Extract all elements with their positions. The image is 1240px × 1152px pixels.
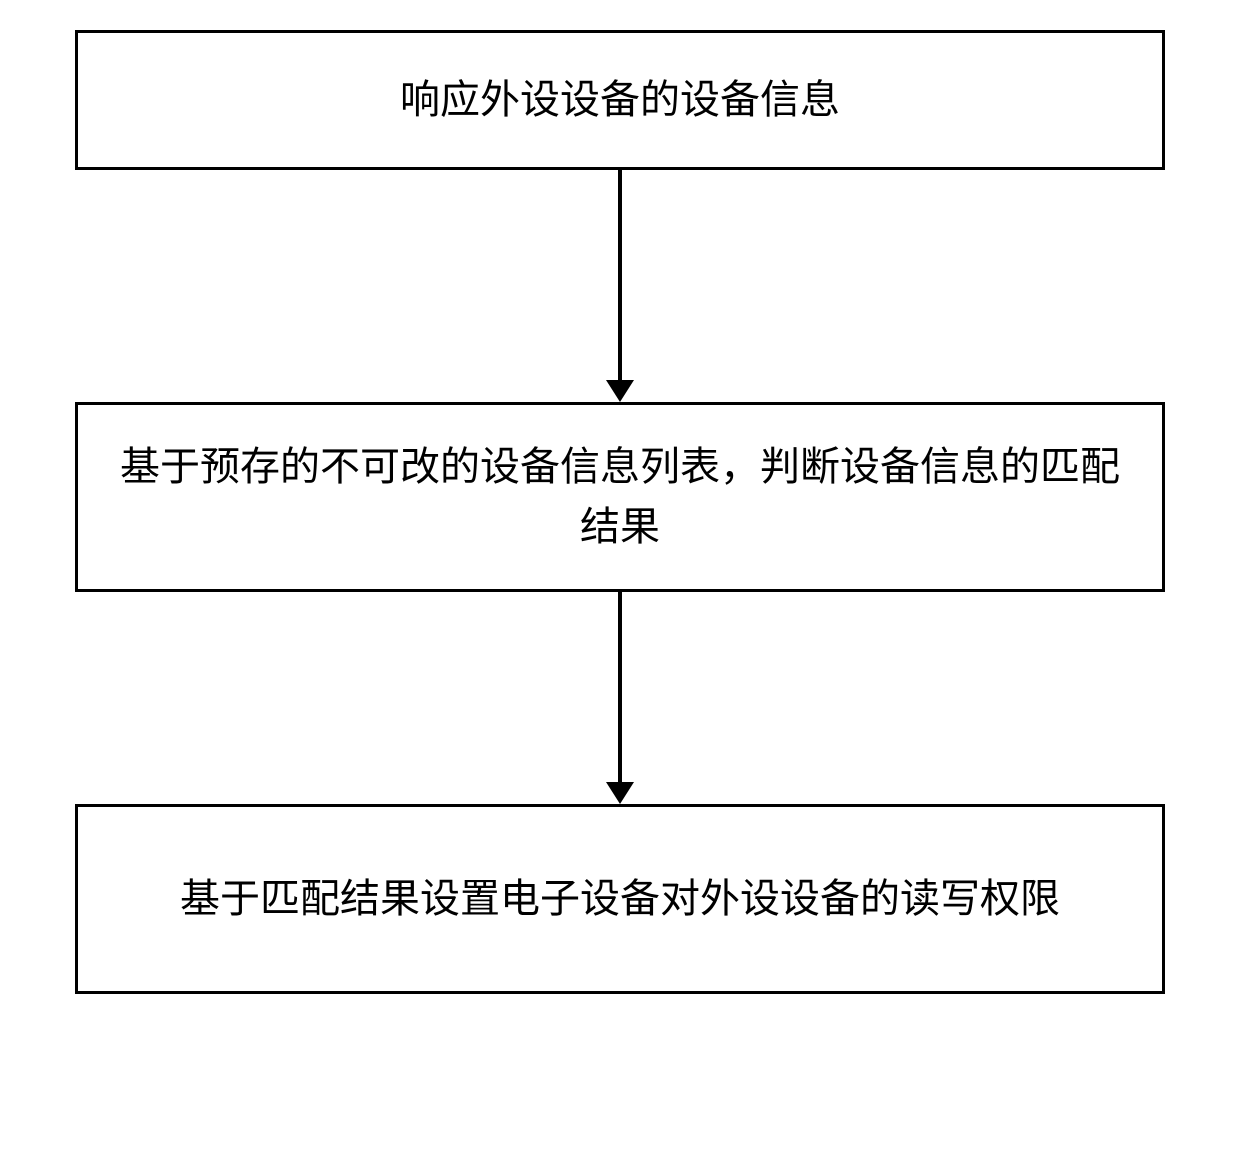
flowchart-node-2: 基于预存的不可改的设备信息列表，判断设备信息的匹配结果 <box>75 402 1165 592</box>
flowchart-container: 响应外设设备的设备信息 基于预存的不可改的设备信息列表，判断设备信息的匹配结果 … <box>75 30 1165 994</box>
arrow-1-head <box>606 380 634 402</box>
flowchart-node-3: 基于匹配结果设置电子设备对外设设备的读写权限 <box>75 804 1165 994</box>
arrow-1-line <box>618 170 622 380</box>
arrow-1 <box>606 170 634 402</box>
arrow-2-head <box>606 782 634 804</box>
arrow-2 <box>606 592 634 804</box>
node-3-text: 基于匹配结果设置电子设备对外设设备的读写权限 <box>180 869 1060 929</box>
flowchart-node-1: 响应外设设备的设备信息 <box>75 30 1165 170</box>
node-2-text: 基于预存的不可改的设备信息列表，判断设备信息的匹配结果 <box>108 437 1132 557</box>
arrow-2-line <box>618 592 622 782</box>
node-1-text: 响应外设设备的设备信息 <box>400 70 840 130</box>
